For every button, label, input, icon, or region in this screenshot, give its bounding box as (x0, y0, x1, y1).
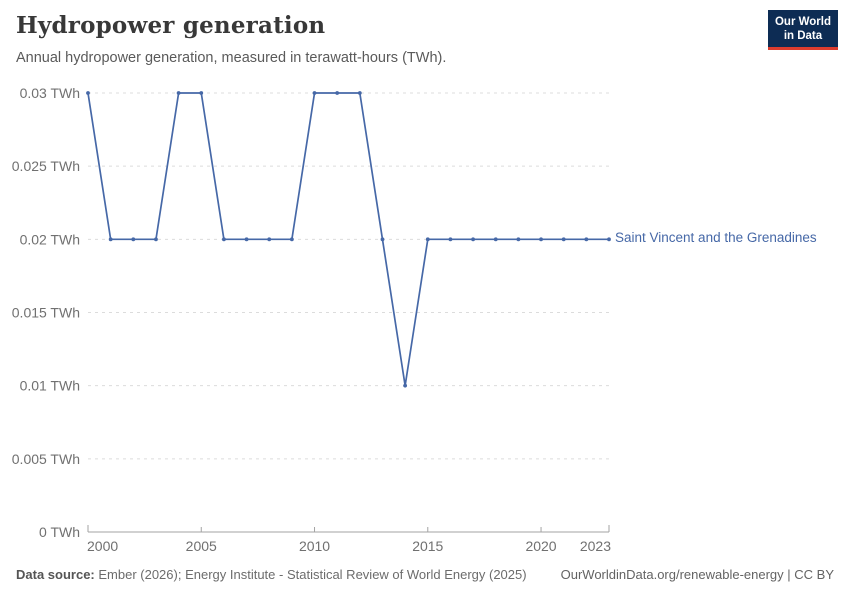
data-point-marker (267, 237, 272, 242)
data-point-marker (448, 237, 453, 242)
data-point-marker (131, 237, 136, 242)
x-tick-label: 2010 (299, 538, 330, 554)
x-tick-label: 2020 (525, 538, 556, 554)
owid-logo-line1: Our World (774, 16, 831, 28)
data-point-marker (403, 383, 408, 388)
data-source: Data source: Ember (2026); Energy Instit… (16, 567, 527, 582)
chart-subtitle: Annual hydropower generation, measured i… (16, 50, 447, 66)
y-tick-label: 0.005 TWh (12, 451, 80, 467)
data-point-marker (108, 237, 113, 242)
y-tick-label: 0.01 TWh (20, 378, 80, 394)
x-tick-label: 2005 (186, 538, 217, 554)
data-point-marker (471, 237, 475, 242)
x-tick-label: 2023 (580, 538, 611, 554)
data-point-marker (516, 237, 521, 242)
data-point-marker (380, 237, 385, 242)
data-point-marker (335, 91, 340, 95)
data-point-marker (289, 237, 294, 242)
data-point-marker (561, 237, 566, 242)
owid-logo[interactable]: Our World in Data (767, 10, 838, 50)
data-point-marker (539, 237, 543, 242)
y-tick-label: 0.03 TWh (20, 85, 80, 101)
chart-title: Hydropower generation (16, 12, 326, 39)
series-label: Saint Vincent and the Grenadines (615, 230, 817, 246)
data-point-marker (222, 237, 226, 242)
data-point-marker (86, 91, 90, 95)
data-point-marker (425, 237, 430, 242)
y-tick-label: 0.025 TWh (12, 158, 80, 174)
series-line (87, 92, 610, 387)
data-point-marker (584, 237, 589, 242)
data-source-label: Data source: (16, 567, 95, 582)
x-tick-label: 2000 (87, 538, 118, 554)
data-point-marker (312, 91, 317, 95)
credit-link[interactable]: OurWorldinData.org/renewable-energy | CC… (560, 567, 834, 582)
data-point-marker (357, 91, 362, 95)
data-point-marker (244, 237, 249, 242)
data-point-marker (607, 237, 611, 242)
y-tick-label: 0.02 TWh (20, 231, 80, 247)
chart-footer: Data source: Ember (2026); Energy Instit… (16, 567, 834, 582)
y-tick-label: 0.015 TWh (12, 305, 80, 321)
data-point-marker (199, 91, 204, 95)
x-tick-label: 2015 (412, 538, 443, 554)
owid-logo-line2: in Data (783, 30, 823, 42)
data-point-marker (493, 237, 498, 242)
y-tick-label: 0 TWh (39, 524, 80, 540)
data-source-text: Ember (2026); Energy Institute - Statist… (94, 567, 527, 582)
data-point-marker (176, 91, 181, 95)
data-point-marker (154, 237, 158, 242)
